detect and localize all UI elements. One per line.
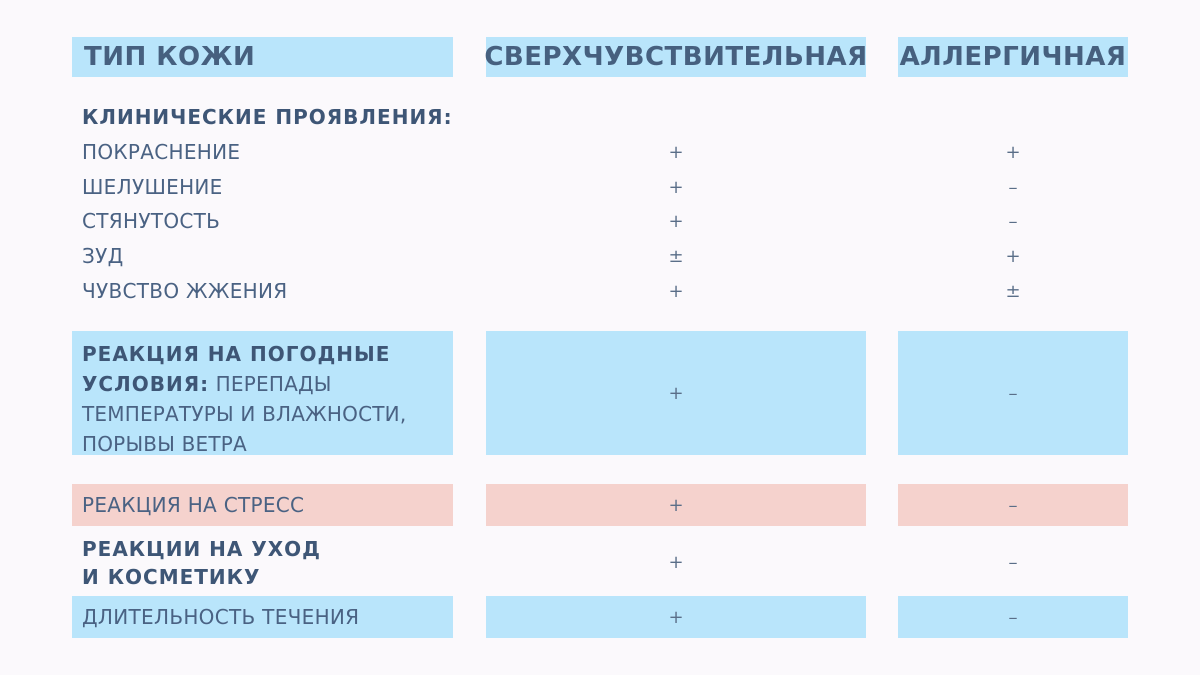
weather-mark-allergic: – xyxy=(898,331,1128,455)
row-label-burning: ЧУВСТВО ЖЖЕНИЯ xyxy=(82,279,288,303)
row-mark-peeling-hyper: + xyxy=(668,176,684,198)
stress-label: РЕАКЦИЯ НА СТРЕСС xyxy=(72,484,453,526)
care-label: РЕАКЦИИ НА УХОД И КОСМЕТИКУ xyxy=(72,534,472,592)
header-skin-type: ТИП КОЖИ xyxy=(72,37,453,77)
duration-mark-hyper: + xyxy=(486,596,866,638)
row-label-tightness: СТЯНУТОСТЬ xyxy=(82,209,221,233)
weather-mark-hyper: + xyxy=(486,331,866,455)
weather-label: РЕАКЦИЯ НА ПОГОДНЫЕ УСЛОВИЯ: ПЕРЕПАДЫ ТЕ… xyxy=(72,331,453,456)
row-mark-itch-allergic: + xyxy=(1005,245,1021,267)
care-label-line2: И КОСМЕТИКУ xyxy=(82,565,261,589)
weather-description: ПЕРЕПАДЫ ТЕМПЕРАТУРЫ И ВЛАЖНОСТИ, ПОРЫВЫ… xyxy=(82,372,407,456)
row-mark-tightness-hyper: + xyxy=(668,210,684,232)
header-hypersensitive: СВЕРХЧУВСТВИТЕЛЬНАЯ xyxy=(484,37,867,77)
weather-title: РЕАКЦИЯ НА ПОГОДНЫЕ УСЛОВИЯ: xyxy=(82,342,391,396)
duration-mark-allergic: – xyxy=(898,596,1128,638)
row-label-redness: ПОКРАСНЕНИЕ xyxy=(82,140,241,164)
row-mark-redness-hyper: + xyxy=(668,141,684,163)
care-label-line1: РЕАКЦИИ НА УХОД xyxy=(82,537,321,561)
care-mark-hyper: + xyxy=(668,551,684,573)
duration-label: ДЛИТЕЛЬНОСТЬ ТЕЧЕНИЯ xyxy=(72,596,453,638)
stress-mark-hyper: + xyxy=(486,484,866,526)
row-mark-burning-allergic: ± xyxy=(1005,280,1021,302)
row-mark-tightness-allergic: – xyxy=(1008,210,1018,232)
care-mark-allergic: – xyxy=(1008,551,1018,573)
row-label-itch: ЗУД xyxy=(82,244,124,268)
row-mark-itch-hyper: ± xyxy=(668,245,684,267)
row-mark-redness-allergic: + xyxy=(1005,141,1021,163)
row-label-peeling: ШЕЛУШЕНИЕ xyxy=(82,175,223,199)
header-allergic: АЛЛЕРГИЧНАЯ xyxy=(898,37,1128,77)
row-mark-peeling-allergic: – xyxy=(1008,176,1018,198)
stress-mark-allergic: – xyxy=(898,484,1128,526)
row-mark-burning-hyper: + xyxy=(668,280,684,302)
clinical-title: КЛИНИЧЕСКИЕ ПРОЯВЛЕНИЯ: xyxy=(82,105,453,129)
